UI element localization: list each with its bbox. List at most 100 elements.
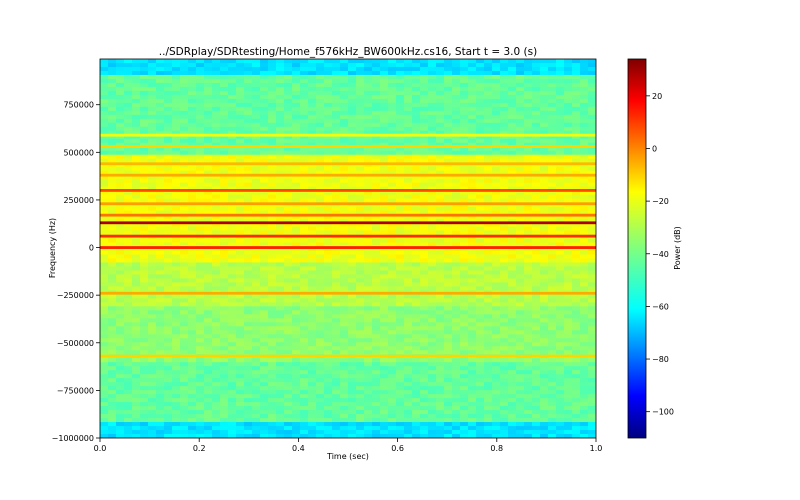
heatmap-cell <box>516 350 525 355</box>
heatmap-cell <box>212 82 221 88</box>
heatmap-cell <box>252 318 261 323</box>
heatmap-cell <box>428 146 437 152</box>
heatmap-cell <box>204 346 213 351</box>
heatmap-cell <box>212 274 221 280</box>
heatmap-cell <box>220 306 229 311</box>
heatmap-cell <box>396 210 405 216</box>
heatmap-cell <box>532 98 541 104</box>
heatmap-cell <box>308 358 317 363</box>
heatmap-cell <box>524 362 533 367</box>
heatmap-cell <box>388 334 397 339</box>
heatmap-cell <box>572 130 581 136</box>
heatmap-cell <box>204 358 213 363</box>
heatmap-cell <box>388 170 397 176</box>
heatmap-cell <box>348 266 357 272</box>
heatmap-cell <box>300 190 309 196</box>
heatmap-cell <box>100 274 109 280</box>
heatmap-cell <box>540 210 549 216</box>
heatmap-cell <box>436 242 445 248</box>
heatmap-cell <box>220 218 229 224</box>
heatmap-cell <box>228 82 237 88</box>
heatmap-cell <box>348 138 357 144</box>
heatmap-cell <box>116 70 125 76</box>
heatmap-cell <box>132 194 141 200</box>
heatmap-cell <box>244 90 253 96</box>
heatmap-cell <box>500 170 509 176</box>
heatmap-cell <box>284 226 293 232</box>
heatmap-cell <box>412 302 421 307</box>
heatmap-cell <box>412 66 421 72</box>
heatmap-cell <box>324 342 333 347</box>
heatmap-cell <box>340 374 349 379</box>
heatmap-cell <box>412 158 421 164</box>
heatmap-cell <box>516 70 525 76</box>
heatmap-cell <box>260 158 269 164</box>
heatmap-cell <box>308 59 317 64</box>
heatmap-cell <box>564 198 573 204</box>
heatmap-cell <box>500 218 509 224</box>
heatmap-cell <box>252 222 261 228</box>
heatmap-cell <box>196 374 205 379</box>
heatmap-cell <box>348 242 357 248</box>
heatmap-cell <box>324 266 333 272</box>
heatmap-cell <box>148 78 157 84</box>
heatmap-cell <box>164 302 173 307</box>
heatmap-cell <box>252 62 261 68</box>
heatmap-cell <box>436 194 445 200</box>
heatmap-cell <box>380 210 389 216</box>
heatmap-cell <box>164 158 173 164</box>
heatmap-cell <box>404 166 413 172</box>
heatmap-cell <box>100 150 109 156</box>
heatmap-cell <box>100 74 109 80</box>
heatmap-cell <box>196 218 205 224</box>
heatmap-cell <box>236 170 245 176</box>
heatmap-cell <box>332 342 341 347</box>
heatmap-cell <box>380 230 389 236</box>
heatmap-cell <box>476 74 485 80</box>
heatmap-cell <box>164 134 173 140</box>
heatmap-cell <box>132 278 141 284</box>
heatmap-cell <box>292 302 301 307</box>
heatmap-cell <box>364 258 373 264</box>
heatmap-cell <box>396 122 405 128</box>
heatmap-cell <box>356 182 365 188</box>
heatmap-cell <box>364 59 373 64</box>
heatmap-cell <box>228 222 237 228</box>
heatmap-cell <box>100 374 109 379</box>
heatmap-cell <box>276 110 285 116</box>
heatmap-cell <box>220 238 229 244</box>
heatmap-cell <box>532 346 541 351</box>
heatmap-cell <box>524 310 533 315</box>
heatmap-cell <box>540 82 549 88</box>
heatmap-cell <box>100 230 109 236</box>
heatmap-cell <box>348 338 357 343</box>
heatmap-cell <box>532 366 541 371</box>
heatmap-cell <box>252 218 261 224</box>
heatmap-cell <box>188 214 197 220</box>
heatmap-cell <box>196 318 205 323</box>
heatmap-cell <box>476 294 485 299</box>
heatmap-cell <box>228 98 237 104</box>
heatmap-cell <box>388 90 397 96</box>
heatmap-cell <box>588 86 596 92</box>
heatmap-cell <box>308 166 317 172</box>
heatmap-cell <box>188 166 197 172</box>
heatmap-cell <box>548 218 557 224</box>
heatmap-cell <box>212 242 221 248</box>
heatmap-cell <box>428 262 437 268</box>
heatmap-cell <box>436 158 445 164</box>
heatmap-cell <box>372 110 381 116</box>
heatmap-cell <box>132 130 141 136</box>
heatmap-cell <box>508 274 517 280</box>
heatmap-cell <box>212 362 221 367</box>
heatmap-cell <box>412 182 421 188</box>
heatmap-cell <box>244 342 253 347</box>
heatmap-cell <box>108 59 117 64</box>
heatmap-cell <box>308 142 317 148</box>
heatmap-cell <box>484 318 493 323</box>
heatmap-cell <box>476 218 485 224</box>
heatmap-cell <box>180 62 189 68</box>
heatmap-cell <box>572 226 581 232</box>
heatmap-cell <box>244 378 253 383</box>
heatmap-cell <box>524 250 533 256</box>
